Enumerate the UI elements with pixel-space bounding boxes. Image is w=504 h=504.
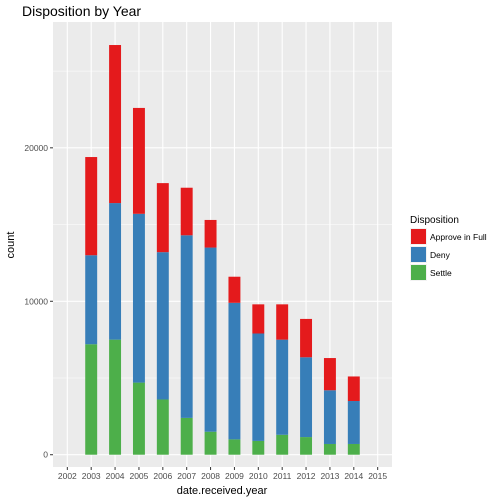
bar-settle-2005 [132,382,145,455]
x-tick-label: 2002 [58,471,77,481]
x-tick-label: 2004 [106,471,125,481]
bar-settle-2008 [204,431,217,455]
x-tick-label: 2005 [129,471,148,481]
plot-panel [53,22,392,467]
y-axis-title: count [5,232,17,259]
bar-deny-2009 [228,302,241,440]
y-tick-label: 0 [43,450,48,460]
bar-deny-2004 [109,203,122,340]
legend: Disposition Approve in Full Deny Settle [410,215,487,281]
x-tick-label: 2011 [273,471,292,481]
legend-swatch [411,229,426,244]
bar-approve-in-full-2014 [347,376,360,402]
bar-settle-2014 [347,443,360,455]
bar-approve-in-full-2005 [132,107,145,214]
chart-title: Disposition by Year [22,3,142,19]
x-tick-label: 2013 [320,471,339,481]
bar-settle-2013 [323,443,336,455]
bar-deny-2007 [180,235,193,418]
bar-approve-in-full-2003 [85,157,98,256]
x-tick-label: 2007 [177,471,196,481]
y-axis: 0 10000 20000 [24,143,53,460]
bar-settle-2011 [276,434,289,455]
bar-approve-in-full-2004 [109,45,122,204]
x-axis: 2002 2003 2004 2005 2006 2007 2008 2009 2010 2011… [58,467,387,481]
legend-title: Disposition [410,215,459,226]
x-tick-label: 2014 [344,471,363,481]
x-tick-label: 2009 [225,471,244,481]
bar-approve-in-full-2013 [323,358,336,391]
bar-settle-2012 [300,437,313,455]
bar-approve-in-full-2008 [204,219,217,248]
bar-approve-in-full-2010 [252,304,265,334]
bar-settle-2004 [109,339,122,455]
legend-label: Approve in Full [430,232,487,242]
bar-deny-2012 [300,357,313,438]
bar-deny-2005 [132,213,145,383]
x-axis-title: date.received.year [177,485,268,497]
bars [85,45,360,455]
legend-swatch [411,265,426,280]
x-tick-label: 2015 [368,471,387,481]
bar-settle-2006 [156,399,169,455]
bar-settle-2009 [228,439,241,455]
bar-approve-in-full-2012 [300,318,313,358]
legend-swatch [411,247,426,262]
bar-deny-2011 [276,339,289,435]
bar-settle-2010 [252,440,265,455]
x-tick-label: 2003 [82,471,101,481]
bar-approve-in-full-2007 [180,187,193,236]
bar-approve-in-full-2009 [228,276,241,303]
x-tick-label: 2012 [297,471,316,481]
bar-approve-in-full-2006 [156,183,169,253]
bar-deny-2008 [204,247,217,432]
y-tick-label: 20000 [24,143,48,153]
x-tick-label: 2010 [249,471,268,481]
legend-label: Deny [430,250,451,260]
y-tick-label: 10000 [24,296,48,306]
bar-deny-2003 [85,255,98,345]
bar-deny-2006 [156,252,169,400]
legend-label: Settle [430,268,452,278]
bar-deny-2010 [252,333,265,441]
bar-settle-2003 [85,344,98,455]
x-tick-label: 2008 [201,471,220,481]
bar-deny-2014 [347,401,360,444]
bar-approve-in-full-2011 [276,304,289,340]
bar-settle-2007 [180,417,193,455]
x-tick-label: 2006 [153,471,172,481]
bar-deny-2013 [323,390,336,444]
